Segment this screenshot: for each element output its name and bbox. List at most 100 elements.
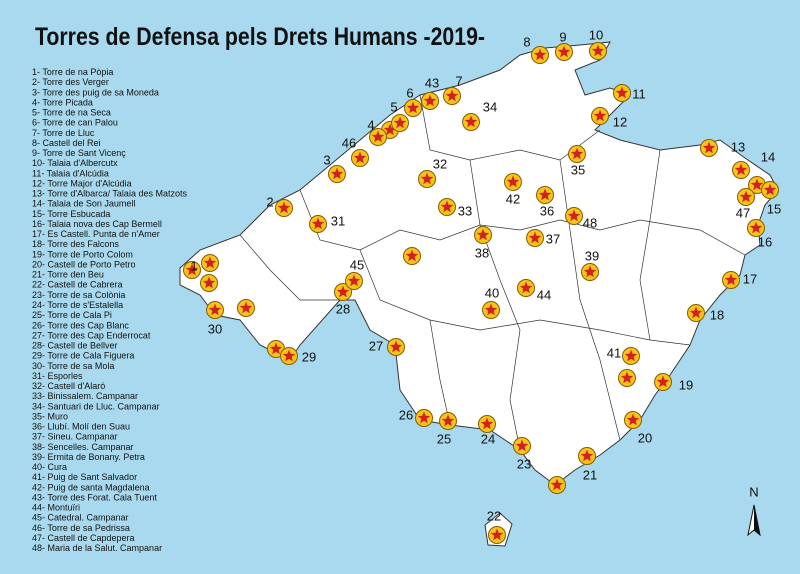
- tower-marker: [421, 92, 439, 110]
- marker-label: 2: [266, 194, 273, 209]
- legend-item: 27- Torre des Cap Enderrocat: [32, 330, 151, 340]
- legend-item: 25- Torre de Cala Pi: [32, 310, 112, 320]
- marker-label: 38: [475, 245, 489, 260]
- marker-star: [656, 375, 670, 388]
- legend-item: 21- Torre den Beu: [32, 270, 104, 280]
- tower-marker: [351, 149, 369, 167]
- marker-label: 25: [437, 431, 451, 446]
- marker-star: [347, 274, 361, 287]
- marker-label: 31: [331, 213, 345, 228]
- legend-item: 1- Torre de na Pòpia: [32, 67, 113, 77]
- marker-star: [506, 175, 520, 188]
- legend-item: 12- Torre Major d'Alcúdia: [32, 178, 132, 188]
- marker-star: [203, 256, 217, 269]
- marker-star: [620, 371, 634, 384]
- marker-label: 17: [743, 271, 757, 286]
- marker-label: 6: [406, 85, 413, 100]
- marker-star: [282, 349, 296, 362]
- marker-star: [353, 151, 367, 164]
- legend-item: 10- Talaia d'Albercutx: [32, 158, 118, 168]
- marker-label: 5: [390, 99, 397, 114]
- legend-item: 7- Torre de Lluc: [32, 128, 95, 138]
- marker-label: 24: [481, 431, 495, 446]
- marker-star: [202, 276, 216, 289]
- tower-marker: [404, 99, 422, 117]
- marker-label: 7: [455, 73, 462, 88]
- tower-marker: [732, 161, 750, 179]
- tower-marker: [568, 145, 586, 163]
- marker-star: [406, 101, 420, 114]
- marker-star: [208, 303, 222, 316]
- marker-label: 19: [679, 377, 693, 392]
- legend-item: 46- Torre de sa Pedrissa: [32, 523, 130, 533]
- legend-item: 44- Montuïri: [32, 503, 80, 513]
- tower-marker: [581, 263, 599, 281]
- tower-marker: [700, 139, 718, 157]
- legend-item: 28- Castell de Bellver: [32, 341, 118, 351]
- marker-label: 8: [523, 34, 530, 49]
- title: Torres de Defensa pels Drets Humans -201…: [35, 23, 485, 51]
- marker-star: [739, 190, 753, 203]
- tower-marker: [482, 301, 500, 319]
- marker-star: [330, 167, 344, 180]
- tower-marker: [531, 46, 549, 64]
- marker-label: 9: [559, 29, 566, 44]
- tower-marker: [687, 304, 705, 322]
- marker-label: 47: [736, 205, 750, 220]
- marker-star: [624, 349, 638, 362]
- legend-item: 16- Talaia nova des Cap Bermell: [32, 219, 162, 229]
- tower-marker: [618, 369, 636, 387]
- marker-star: [538, 188, 552, 201]
- marker-label: 42: [506, 191, 520, 206]
- marker-label: 48: [583, 215, 597, 230]
- tower-marker: [369, 128, 387, 146]
- legend-item: 2- Torre des Verger: [32, 77, 109, 87]
- marker-label: 40: [485, 285, 499, 300]
- tower-marker: [237, 299, 255, 317]
- tower-marker: [504, 173, 522, 191]
- marker-label: 37: [546, 231, 560, 246]
- legend-item: 14- Talaia de Son Jaumell: [32, 199, 135, 209]
- tower-marker: [309, 215, 327, 233]
- marker-label: 10: [589, 27, 603, 42]
- marker-star: [383, 123, 397, 136]
- legend-item: 30- Torre de sa Mola: [32, 361, 114, 371]
- tower-marker: [622, 347, 640, 365]
- legend-item: 15- Torre Esbucada: [32, 209, 110, 219]
- marker-star: [593, 109, 607, 122]
- marker-star: [702, 141, 716, 154]
- legend-item: 3- Torre des puig de sa Moneda: [32, 87, 159, 97]
- legend-item: 38- Sencelles. Campanar: [32, 442, 134, 452]
- marker-label: 29: [302, 349, 316, 364]
- north-arrow: N: [747, 484, 761, 537]
- tower-marker: [183, 261, 201, 279]
- marker-label: 12: [613, 114, 627, 129]
- marker-label: 1: [190, 258, 197, 273]
- legend-item: 19- Torre de Porto Colom: [32, 249, 133, 259]
- tower-marker: [488, 526, 506, 544]
- marker-star: [371, 130, 385, 143]
- marker-label: 30: [208, 321, 222, 336]
- legend-item: 20- Castell de Porto Petro: [32, 259, 136, 269]
- marker-label: 46: [342, 135, 356, 150]
- tower-marker: [474, 226, 492, 244]
- tower-marker: [654, 373, 672, 391]
- municipal-borders: [239, 94, 746, 451]
- marker-star: [689, 306, 703, 319]
- tower-marker: [517, 279, 535, 297]
- legend-item: 5- Torre de na Seca: [32, 108, 111, 118]
- tower-marker: [439, 412, 457, 430]
- legend-item: 26- Torre des Cap Blanc: [32, 320, 129, 330]
- marker-star: [393, 116, 407, 129]
- tower-marker: [565, 207, 583, 225]
- marker-star: [724, 273, 738, 286]
- tower-marker: [201, 254, 219, 272]
- tower-marker: [200, 274, 218, 292]
- tower-marker: [589, 42, 607, 60]
- marker-star: [626, 413, 640, 426]
- tower-marker: [526, 229, 544, 247]
- legend-item: 29- Torre de Cala Figuera: [32, 351, 134, 361]
- marker-label: 21: [583, 467, 597, 482]
